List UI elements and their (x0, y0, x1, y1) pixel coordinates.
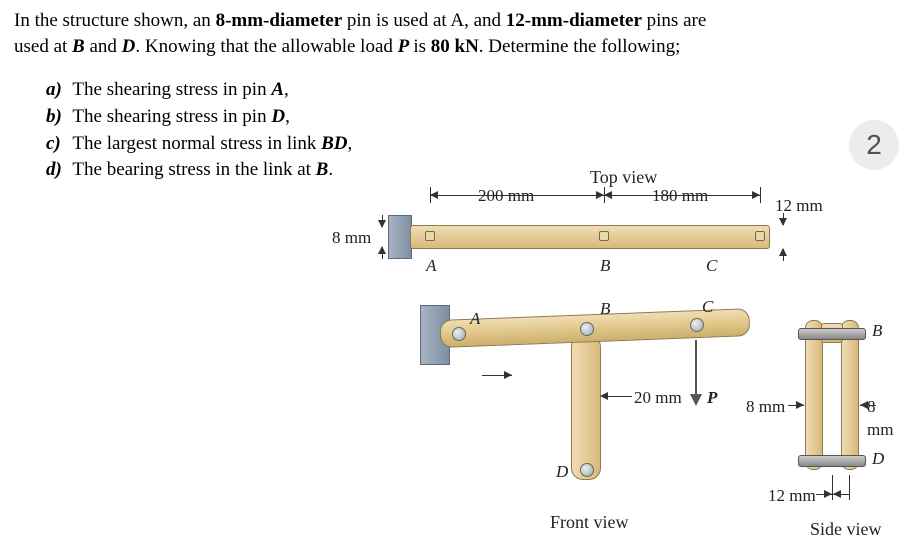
label-b-front: B (600, 298, 610, 321)
top-fixed-support (388, 215, 412, 259)
side-link-right (841, 320, 859, 470)
arrow-right-icon (816, 494, 832, 495)
intro-text: . Determine the following; (479, 36, 681, 57)
letter-d: d) (46, 157, 68, 183)
dim-8-side-right: 8 mm (867, 396, 900, 442)
dim-200-label: 200 mm (478, 185, 534, 208)
letter-b: b) (46, 104, 68, 130)
point-d: D (122, 36, 136, 57)
dim-180-label: 180 mm (652, 185, 708, 208)
intro-text: and (89, 36, 121, 57)
structure-diagram: Top view 200 mm 180 mm 12 mm 8 mm A B C … (300, 165, 900, 545)
q-text: The bearing stress in the link at (68, 159, 316, 180)
label-d-front: D (556, 461, 568, 484)
dim-8-left-label: 8 mm (332, 227, 371, 250)
label-b-side: B (872, 320, 882, 343)
intro-text: used at (14, 36, 72, 57)
letter-a: a) (46, 77, 68, 103)
label-p: P (707, 387, 717, 410)
label-a-front: A (470, 308, 480, 331)
side-link-left (805, 320, 823, 470)
top-pin-c (755, 231, 765, 241)
q-var: BD (321, 133, 347, 154)
q-text: , (285, 106, 290, 127)
page-number: 2 (866, 126, 882, 164)
side-pin-b (798, 328, 866, 340)
dim-20-arrow (602, 396, 632, 397)
question-a: a) The shearing stress in pin A, (46, 77, 893, 103)
dim-20-label: 20 mm (634, 387, 682, 410)
front-link-bd (571, 335, 601, 480)
question-b: b) The shearing stress in pin D, (46, 104, 893, 130)
q-text: The largest normal stress in link (68, 133, 321, 154)
dim-tick (832, 475, 833, 500)
load-value: 80 kN (431, 36, 479, 57)
intro-text: pins are (642, 10, 706, 31)
arrow-left-icon (833, 494, 849, 495)
dim-12-side: 12 mm (768, 485, 816, 508)
point-b: B (72, 36, 89, 57)
q-var: A (271, 79, 284, 100)
side-pin-d (798, 455, 866, 467)
arrow-right-icon (482, 375, 512, 376)
arrow-down-icon (783, 213, 784, 225)
arrow-up-icon (783, 249, 784, 261)
dim-8-side-left: 8 mm (746, 396, 785, 419)
arrow-down-icon (382, 215, 383, 227)
pin-a-dia: 8-mm-diameter (216, 10, 343, 31)
front-view-label: Front view (550, 510, 629, 534)
front-pin-a (452, 327, 466, 341)
q-text: , (348, 133, 353, 154)
label-d-side: D (872, 448, 884, 471)
intro-text: In the structure shown, an (14, 10, 216, 31)
dim-tick (849, 475, 850, 500)
load-p-sym: P (398, 36, 414, 57)
q-text: , (284, 79, 289, 100)
load-p-arrow-icon (695, 340, 697, 404)
letter-c: c) (46, 131, 68, 157)
dim-tick (760, 187, 761, 203)
arrow-left-icon (860, 405, 876, 406)
arrow-up-icon (382, 247, 383, 259)
label-c-front: C (702, 296, 713, 319)
front-pin-d (580, 463, 594, 477)
pin-bd-dia: 12-mm-diameter (506, 10, 642, 31)
top-view-label: Top view (590, 165, 657, 189)
top-pin-a (425, 231, 435, 241)
top-bar-abc (410, 225, 770, 249)
front-pin-b (580, 322, 594, 336)
q-text: The shearing stress in pin (68, 79, 271, 100)
intro-text: pin is used at A, and (342, 10, 506, 31)
side-view-label: Side view (810, 517, 882, 541)
arrow-right-icon (788, 405, 804, 406)
intro-text: . Knowing that the allowable load (135, 36, 397, 57)
page-number-badge: 2 (849, 120, 899, 170)
label-a-top: A (426, 255, 436, 278)
front-pin-c (690, 318, 704, 332)
top-pin-b (599, 231, 609, 241)
intro-paragraph: In the structure shown, an 8-mm-diameter… (14, 8, 893, 59)
question-c: c) The largest normal stress in link BD, (46, 131, 893, 157)
q-var: D (271, 106, 285, 127)
label-b-top: B (600, 255, 610, 278)
intro-text: is (413, 36, 430, 57)
q-text: The shearing stress in pin (68, 106, 271, 127)
label-c-top: C (706, 255, 717, 278)
